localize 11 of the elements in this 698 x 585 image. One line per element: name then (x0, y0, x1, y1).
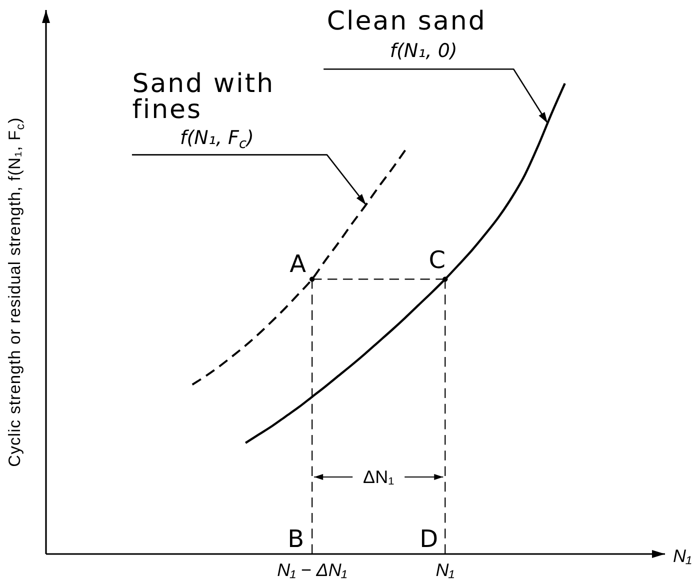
text: f(N₁, 0) (390, 40, 458, 62)
x-tick-label: N₁ − ΔN₁ (277, 560, 348, 580)
x-axis-title: N₁ (673, 546, 692, 566)
annotation: C (428, 246, 446, 274)
text: Clean sand (326, 6, 486, 36)
annotation: B (288, 525, 304, 553)
annotation: ΔN₁ (363, 467, 394, 487)
annotation: f(N₁, F$_{c}$) (180, 126, 254, 152)
annotation: A (290, 250, 307, 278)
text: Sand with fines (132, 69, 275, 126)
annotation: D (420, 525, 438, 553)
